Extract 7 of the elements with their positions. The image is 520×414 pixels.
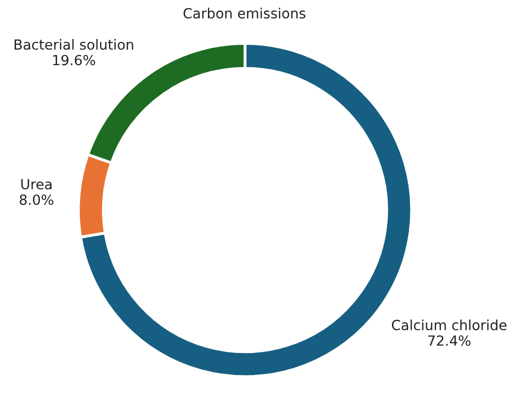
chart-title: Carbon emissions bbox=[184, 8, 306, 19]
data-label: 8.0% bbox=[20, 194, 54, 205]
data-label: 72.4% bbox=[428, 335, 470, 346]
slice-label: Calcium chloride bbox=[392, 320, 506, 330]
data-label: 19.6% bbox=[53, 54, 96, 66]
slice-label: Urea bbox=[21, 179, 52, 190]
slice-label: Bacterial solution bbox=[14, 39, 134, 50]
